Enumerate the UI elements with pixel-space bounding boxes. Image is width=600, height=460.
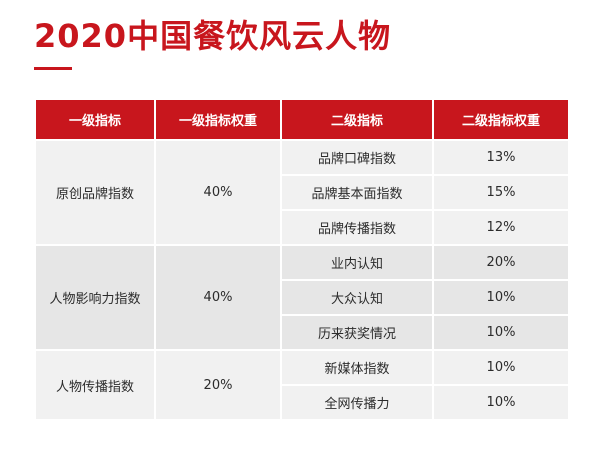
level2-index-weight: 12% bbox=[434, 211, 568, 244]
level2-index-weight: 15% bbox=[434, 176, 568, 209]
table-row: 品牌传播指数 12% bbox=[36, 211, 568, 244]
level2-index-name: 全网传播力 bbox=[282, 386, 432, 419]
level1-index-weight: 40% bbox=[156, 141, 280, 244]
level2-index-name: 品牌传播指数 bbox=[282, 211, 432, 244]
level2-index-name: 新媒体指数 bbox=[282, 351, 432, 384]
level2-index-weight: 13% bbox=[434, 141, 568, 174]
table-row: 原创品牌指数 40% 品牌口碑指数 13% bbox=[36, 141, 568, 244]
level2-index-weight: 10% bbox=[434, 386, 568, 419]
level2-index-name: 品牌口碑指数 bbox=[282, 141, 432, 174]
level2-index-weight: 10% bbox=[434, 281, 568, 314]
table-row: 品牌基本面指数 15% bbox=[36, 176, 568, 209]
level1-index-weight: 40% bbox=[156, 246, 280, 349]
index-weight-table: 一级指标 一级指标权重 二级指标 二级指标权重 原创品牌指数 40% 品牌口碑指… bbox=[34, 98, 570, 421]
level1-index-name: 原创品牌指数 bbox=[36, 141, 154, 244]
level2-index-name: 历来获奖情况 bbox=[282, 316, 432, 349]
level1-index-weight: 20% bbox=[156, 351, 280, 419]
level2-index-weight: 10% bbox=[434, 316, 568, 349]
level2-index-name: 品牌基本面指数 bbox=[282, 176, 432, 209]
level2-index-name: 业内认知 bbox=[282, 246, 432, 279]
header-level1-weight: 一级指标权重 bbox=[156, 100, 280, 139]
table-row: 人物传播指数 20% 新媒体指数 10% bbox=[36, 351, 568, 419]
header-level2-weight: 二级指标权重 bbox=[434, 100, 568, 139]
title-underline bbox=[34, 67, 72, 70]
table-header-row: 一级指标 一级指标权重 二级指标 二级指标权重 bbox=[36, 100, 568, 139]
level1-index-name: 人物影响力指数 bbox=[36, 246, 154, 349]
table-row: 历来获奖情况 10% bbox=[36, 316, 568, 349]
level2-index-weight: 20% bbox=[434, 246, 568, 279]
table-row: 人物影响力指数 40% 业内认知 20% bbox=[36, 246, 568, 349]
table-row: 全网传播力 10% bbox=[36, 386, 568, 419]
header-level2-index: 二级指标 bbox=[282, 100, 432, 139]
level2-index-weight: 10% bbox=[434, 351, 568, 384]
page-title: 2020中国餐饮风云人物 bbox=[34, 17, 392, 55]
header-level1-index: 一级指标 bbox=[36, 100, 154, 139]
level2-index-name: 大众认知 bbox=[282, 281, 432, 314]
table-row: 大众认知 10% bbox=[36, 281, 568, 314]
level1-index-name: 人物传播指数 bbox=[36, 351, 154, 419]
